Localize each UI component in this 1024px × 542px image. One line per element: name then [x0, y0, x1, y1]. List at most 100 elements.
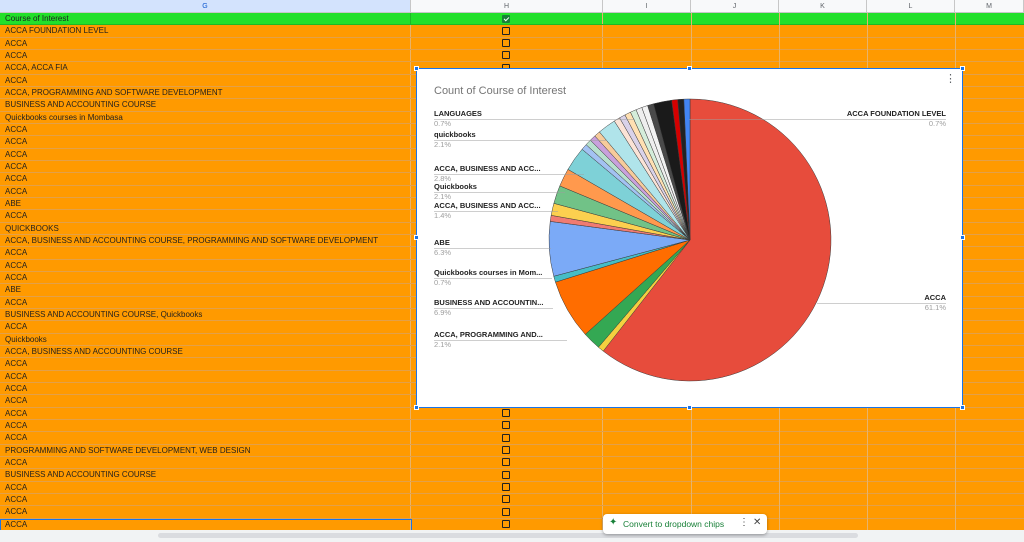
checkbox[interactable] [502, 507, 510, 516]
course-cell[interactable]: ACCA [0, 74, 411, 86]
column-header-l[interactable]: L [867, 0, 955, 13]
course-cell[interactable]: ACCA [0, 148, 411, 160]
course-cell[interactable]: ACCA [0, 49, 411, 62]
resize-handle-bottom-right[interactable] [960, 405, 965, 410]
column-header-m[interactable]: M [955, 0, 1024, 13]
course-cell[interactable]: BUSINESS AND ACCOUNTING COURSE, Quickboo… [0, 308, 411, 321]
column-header-h[interactable]: H [411, 0, 603, 13]
course-cell[interactable]: QUICKBOOKS [0, 222, 411, 234]
course-cell[interactable]: ACCA [0, 432, 411, 444]
table-row: BUSINESS AND ACCOUNTING COURSE [0, 469, 1024, 482]
course-cell[interactable]: ACCA [0, 518, 411, 530]
course-cell[interactable]: ACCA [0, 419, 411, 432]
column-header-j[interactable]: J [691, 0, 779, 13]
course-cell[interactable]: ABE [0, 284, 411, 296]
course-cell[interactable]: ACCA [0, 493, 411, 506]
checkbox-cell [411, 13, 603, 25]
checkbox[interactable] [502, 458, 510, 467]
chart-more-icon[interactable]: ⋮ [945, 73, 956, 85]
checkbox-cell [411, 407, 603, 419]
checkbox-cell [411, 419, 603, 432]
checkbox-cell [411, 25, 603, 37]
course-cell[interactable]: PROGRAMMING AND SOFTWARE DEVELOPMENT, WE… [0, 444, 411, 456]
course-cell[interactable]: ACCA [0, 210, 411, 222]
course-cell[interactable]: ACCA [0, 296, 411, 308]
course-cell[interactable]: ACCA, ACCA FIA [0, 62, 411, 74]
table-row: ACCA [0, 456, 1024, 470]
course-cell[interactable]: ACCA [0, 123, 411, 136]
course-cell[interactable]: ACCA [0, 456, 411, 469]
course-cell[interactable]: Quickbooks courses in Mombasa [0, 111, 411, 123]
resize-handle-left[interactable] [414, 235, 419, 240]
checkbox[interactable] [502, 51, 510, 60]
slice-percent: 2.8% [434, 174, 451, 183]
checkbox[interactable] [502, 39, 510, 48]
resize-handle-bottom-left[interactable] [414, 405, 419, 410]
slice-percent: 2.1% [434, 140, 451, 149]
column-header-i[interactable]: I [603, 0, 691, 13]
slice-percent: 2.1% [434, 192, 451, 201]
course-cell[interactable]: ACCA [0, 506, 411, 518]
checkbox-cell [411, 518, 603, 530]
course-cell[interactable]: BUSINESS AND ACCOUNTING COURSE [0, 469, 411, 481]
course-cell[interactable]: ACCA, BUSINESS AND ACCOUNTING COURSE, PR… [0, 234, 411, 247]
resize-handle-top-right[interactable] [960, 66, 965, 71]
course-cell[interactable]: ACCA [0, 271, 411, 284]
resize-handle-top[interactable] [687, 66, 692, 71]
checkbox[interactable] [502, 409, 510, 418]
slice-label: ACCA, BUSINESS AND ACC... [434, 201, 541, 210]
checkbox[interactable] [502, 520, 510, 529]
course-cell[interactable]: ACCA [0, 160, 411, 173]
checkbox[interactable] [502, 495, 510, 504]
course-cell[interactable]: ACCA [0, 407, 411, 419]
course-cell[interactable]: ACCA [0, 37, 411, 49]
checkbox[interactable] [502, 14, 510, 23]
table-row: ACCA FOUNDATION LEVEL [0, 25, 1024, 38]
close-icon[interactable]: ✕ [753, 517, 762, 528]
checkbox[interactable] [502, 446, 510, 455]
course-cell[interactable]: ACCA, PROGRAMMING AND SOFTWARE DEVELOPME… [0, 86, 411, 99]
course-cell[interactable]: ACCA [0, 259, 411, 271]
slice-percent: 61.1% [925, 303, 947, 312]
course-cell[interactable]: ACCA [0, 395, 411, 407]
column-header-k[interactable]: K [779, 0, 867, 13]
course-cell[interactable]: ACCA [0, 321, 411, 333]
course-cell[interactable]: ACCA FOUNDATION LEVEL [0, 25, 411, 37]
slice-percent: 1.4% [434, 211, 451, 220]
course-cell[interactable]: ACCA [0, 185, 411, 197]
course-cell[interactable]: ACCA [0, 370, 411, 382]
course-cell[interactable]: ACCA [0, 247, 411, 259]
active-cell-selection [0, 518, 412, 531]
course-cell[interactable]: ACCA [0, 481, 411, 493]
course-cell[interactable]: ACCA [0, 136, 411, 148]
course-cell[interactable]: ABE [0, 197, 411, 210]
convert-to-dropdown-chips-button[interactable]: Convert to dropdown chips [623, 519, 725, 529]
course-cell[interactable]: BUSINESS AND ACCOUNTING COURSE [0, 99, 411, 111]
course-cell[interactable]: Quickbooks [0, 333, 411, 345]
checkbox-cell [411, 506, 603, 518]
pie-chart[interactable]: Count of Course of Interest ⋮ LANGUAGES 0… [414, 66, 965, 410]
checkbox[interactable] [502, 26, 510, 35]
checkbox[interactable] [502, 470, 510, 479]
resize-handle-top-left[interactable] [414, 66, 419, 71]
checkbox[interactable] [502, 421, 510, 430]
slice-label: ACCA FOUNDATION LEVEL [847, 109, 947, 118]
slice-percent: 6.3% [434, 248, 451, 257]
course-cell[interactable]: ACCA [0, 382, 411, 395]
checkbox[interactable] [502, 483, 510, 492]
horizontal-scrollbar-thumb[interactable] [158, 533, 858, 538]
course-cell[interactable]: ACCA, BUSINESS AND ACCOUNTING COURSE [0, 345, 411, 358]
column-header-g[interactable]: G [0, 0, 411, 13]
table-row: ACCA [0, 493, 1024, 507]
resize-handle-right[interactable] [960, 235, 965, 240]
pie-slice[interactable] [683, 98, 691, 241]
course-cell[interactable]: ACCA [0, 358, 411, 370]
course-cell[interactable]: ACCA [0, 173, 411, 185]
checkbox[interactable] [502, 433, 510, 442]
resize-handle-bottom[interactable] [687, 405, 692, 410]
slice-percent: 0.7% [434, 119, 451, 128]
slice-percent: 2.1% [434, 340, 451, 349]
chip-more-icon[interactable]: ⋮ [739, 517, 749, 528]
course-cell[interactable]: Course of Interest [0, 13, 411, 25]
header-row: Course of Interest [0, 13, 1024, 26]
